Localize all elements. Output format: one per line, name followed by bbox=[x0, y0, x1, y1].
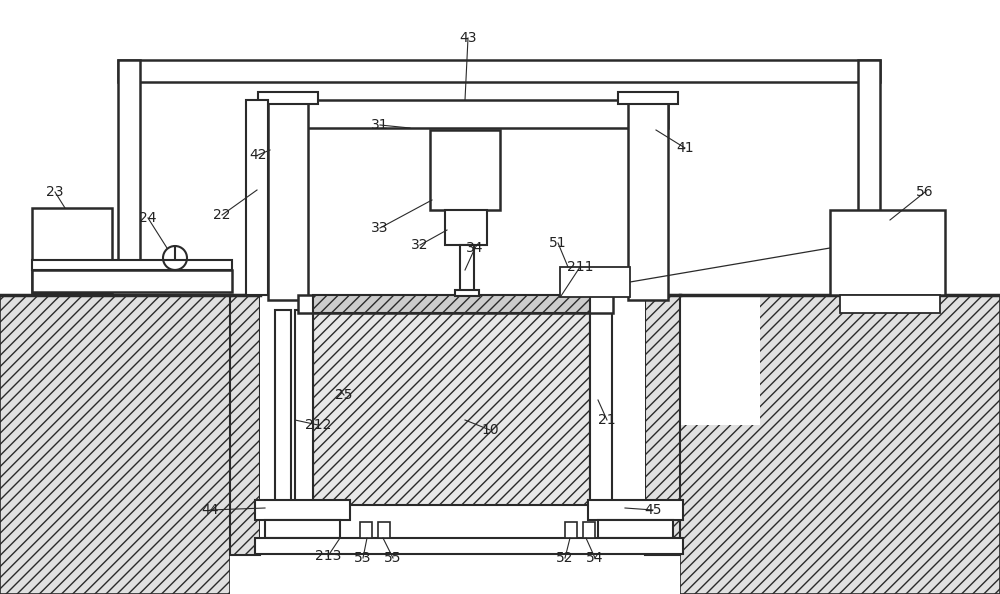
Text: 45: 45 bbox=[644, 503, 662, 517]
Bar bbox=[268, 100, 668, 128]
Text: 41: 41 bbox=[676, 141, 694, 155]
Bar bbox=[830, 210, 945, 295]
Bar bbox=[680, 295, 1000, 594]
Text: 56: 56 bbox=[916, 185, 934, 199]
Bar bbox=[32, 270, 232, 292]
Bar bbox=[360, 522, 372, 538]
Text: 22: 22 bbox=[213, 208, 231, 222]
Text: 54: 54 bbox=[586, 551, 604, 565]
Bar bbox=[618, 92, 678, 104]
Text: 31: 31 bbox=[371, 118, 389, 132]
Text: 32: 32 bbox=[411, 238, 429, 252]
Text: 213: 213 bbox=[315, 549, 341, 563]
Text: 55: 55 bbox=[384, 551, 402, 565]
Bar bbox=[118, 60, 880, 82]
Bar bbox=[560, 267, 630, 297]
Bar bbox=[313, 310, 590, 505]
Bar bbox=[460, 245, 474, 293]
Text: 43: 43 bbox=[459, 31, 477, 45]
Text: 211: 211 bbox=[567, 260, 593, 274]
Bar bbox=[583, 522, 595, 538]
Bar bbox=[313, 295, 590, 313]
Bar bbox=[275, 310, 291, 505]
Bar bbox=[588, 500, 683, 520]
Bar bbox=[0, 295, 230, 594]
Bar bbox=[590, 310, 612, 505]
Bar bbox=[265, 520, 340, 538]
Text: 52: 52 bbox=[556, 551, 574, 565]
Text: 53: 53 bbox=[354, 551, 372, 565]
Bar bbox=[230, 295, 680, 594]
Bar bbox=[645, 295, 680, 555]
Bar bbox=[628, 100, 668, 300]
Bar bbox=[378, 522, 390, 538]
Bar bbox=[258, 92, 318, 104]
Bar bbox=[32, 208, 112, 293]
Text: 21: 21 bbox=[598, 413, 616, 427]
Bar bbox=[598, 520, 673, 538]
Bar bbox=[260, 295, 645, 555]
Text: 34: 34 bbox=[466, 241, 484, 255]
Bar bbox=[295, 310, 313, 505]
Bar bbox=[298, 295, 613, 313]
Text: 25: 25 bbox=[335, 388, 353, 402]
Bar bbox=[430, 130, 500, 210]
Bar bbox=[246, 100, 268, 295]
Bar bbox=[32, 260, 232, 270]
Bar bbox=[230, 295, 260, 555]
Bar bbox=[445, 210, 487, 245]
Bar bbox=[255, 500, 350, 520]
Bar bbox=[455, 290, 479, 296]
Text: 23: 23 bbox=[46, 185, 64, 199]
Bar bbox=[840, 295, 940, 313]
Bar bbox=[858, 60, 880, 290]
Text: 44: 44 bbox=[201, 503, 219, 517]
Text: 24: 24 bbox=[139, 211, 157, 225]
Text: 33: 33 bbox=[371, 221, 389, 235]
Bar bbox=[118, 60, 140, 290]
Text: 212: 212 bbox=[305, 418, 331, 432]
Bar bbox=[268, 100, 308, 300]
Bar bbox=[255, 538, 683, 554]
Text: 51: 51 bbox=[549, 236, 567, 250]
Bar bbox=[680, 295, 760, 425]
Text: 10: 10 bbox=[481, 423, 499, 437]
Text: 42: 42 bbox=[249, 148, 267, 162]
Bar bbox=[565, 522, 577, 538]
